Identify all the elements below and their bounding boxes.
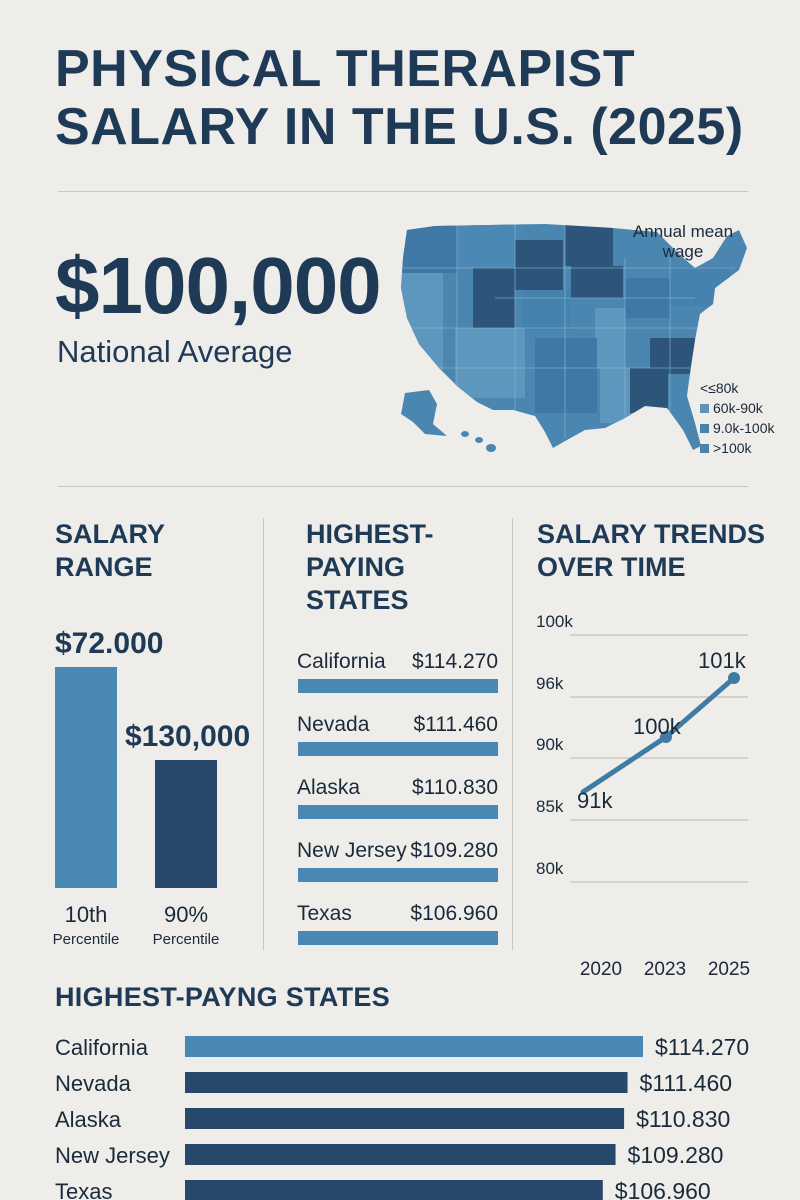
salary-range-heading-line: SALARY (55, 519, 166, 549)
salary-range-heading: SALARY RANGE (55, 518, 165, 584)
map-title: Annual mean wage (608, 222, 758, 262)
bottom-state-bar (185, 1108, 625, 1129)
bottom-state-name: Texas (55, 1179, 112, 1200)
salary-trends-heading: SALARY TRENDS OVER TIME (537, 518, 765, 584)
bottom-state-value: $110.830 (636, 1106, 730, 1132)
bottom-state-value: $114.270 (655, 1034, 749, 1060)
highest-paying-states-chart: California $114.270 Nevada $111.460 Alaska $1… (297, 650, 498, 945)
trend-point-label: 100k (633, 714, 682, 739)
bottom-state-value: $109.280 (628, 1142, 724, 1168)
divider-top (58, 191, 748, 192)
highest-paying-heading: HIGHEST- PAYING STATES (306, 518, 434, 617)
trend-x-tick-label: 2023 (644, 959, 686, 980)
range-value-label: $72.000 (55, 627, 163, 660)
trend-x-tick-label: 2025 (708, 959, 750, 980)
state-name-label: California (297, 650, 386, 673)
state-bar (298, 679, 498, 693)
trend-y-tick-label: 85k (536, 797, 564, 816)
state-value-label: $114.270 (412, 650, 498, 673)
salary-range-chart: $72.000 10th Percentile $130,000 90% Percenti… (53, 627, 250, 948)
legend-item: 9.0k-100k (700, 418, 774, 438)
state-bar (298, 805, 498, 819)
bottom-state-value: $106.960 (615, 1178, 711, 1200)
state-name-label: New Jersey (297, 839, 407, 862)
trend-x-tick-label: 2020 (580, 959, 622, 980)
state-name-label: Texas (297, 902, 352, 925)
page-title: PHYSICAL THERAPIST SALARY IN THE U.S. (2… (55, 40, 775, 156)
legend-label: <≤80k (700, 380, 739, 396)
column-divider-1 (263, 518, 264, 950)
range-category-label: 90% (164, 902, 208, 927)
trend-y-tick-label: 100k (536, 612, 573, 631)
legend-swatch (700, 423, 709, 433)
legend-swatch (700, 443, 709, 453)
state-value-label: $110.830 (412, 776, 498, 799)
range-category-label: 10th (65, 902, 108, 927)
legend-item: 60k-90k (700, 398, 774, 418)
bottom-state-name: Nevada (55, 1071, 132, 1096)
range-bar (155, 760, 217, 888)
state-name-label: Alaska (297, 776, 360, 799)
trend-point (660, 731, 672, 743)
national-average-caption: National Average (57, 334, 293, 369)
state-bar (298, 868, 498, 882)
title-line-2: SALARY IN THE U.S. (2025) (55, 98, 744, 156)
map-title-line-2: wage (662, 242, 704, 261)
trend-y-tick-label: 90k (536, 735, 564, 754)
trend-point (728, 672, 740, 684)
legend-label: 9.0k-100k (713, 420, 775, 436)
column-divider-2 (512, 518, 513, 950)
salary-trends-heading-line: SALARY TRENDS (537, 519, 766, 549)
range-value-label: $130,000 (125, 720, 250, 753)
legend-item: >100k (700, 438, 774, 458)
state-value-label: $106.960 (410, 902, 498, 925)
bottom-states-chart: California $114.270 Nevada $111.460 Alaska $1… (55, 1034, 749, 1200)
salary-trends-heading-line: OVER TIME (537, 552, 686, 582)
state-name-label: Nevada (297, 713, 370, 736)
highest-paying-heading-line: PAYING (306, 552, 406, 582)
title-line-1: PHYSICAL THERAPIST (55, 40, 636, 98)
us-map (401, 224, 747, 452)
map-legend: <≤80k 60k-90k 9.0k-100k >100k (700, 378, 774, 458)
state-bar (298, 742, 498, 756)
bottom-state-value: $111.460 (640, 1070, 733, 1096)
legend-label: >100k (713, 440, 752, 456)
salary-range-heading-line: RANGE (55, 552, 153, 582)
range-bar (55, 667, 117, 888)
highest-paying-heading-line: STATES (306, 585, 409, 615)
legend-label: 60k-90k (713, 400, 763, 416)
state-value-label: $109.280 (410, 839, 498, 862)
national-average-value: $100,000 (55, 241, 382, 330)
legend-swatch (700, 403, 709, 413)
highest-paying-heading-line: HIGHEST- (306, 519, 434, 549)
state-bar (298, 931, 498, 945)
bottom-state-bar (185, 1144, 616, 1165)
alaska-shape (401, 390, 447, 436)
state-value-label: $111.460 (414, 713, 498, 736)
bottom-state-name: California (55, 1035, 149, 1060)
range-category-sublabel: Percentile (153, 931, 220, 948)
bottom-states-heading: HIGHEST-PAYNG STATES (55, 982, 391, 1012)
trend-y-tick-label: 96k (536, 674, 564, 693)
range-category-sublabel: Percentile (53, 931, 120, 948)
trend-point-label: 91k (577, 788, 613, 813)
trend-y-tick-label: 80k (536, 859, 564, 878)
hawaii-shapes (461, 431, 496, 452)
legend-item: <≤80k (700, 378, 774, 398)
bottom-state-name: New Jersey (55, 1143, 170, 1168)
salary-trends-chart: 100k 96k 90k 85k 80k 91k 100k 101k 2020 2023 2025 (536, 612, 750, 980)
map-title-line-1: Annual mean (632, 222, 734, 241)
bottom-state-name: Alaska (55, 1107, 122, 1132)
bottom-state-bar (185, 1072, 628, 1093)
divider-middle (58, 486, 748, 487)
trend-point-label: 101k (698, 648, 747, 673)
bottom-state-bar (185, 1180, 603, 1200)
bottom-state-bar (185, 1036, 643, 1057)
